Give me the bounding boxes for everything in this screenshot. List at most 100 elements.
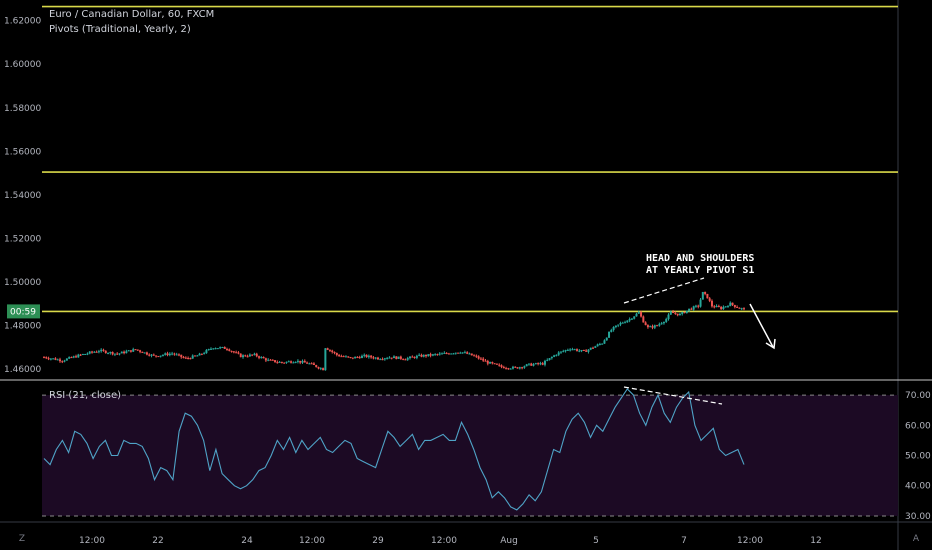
- candle-body: [628, 318, 631, 321]
- candle-body: [251, 354, 254, 356]
- candle-body: [720, 306, 723, 310]
- candle-body: [672, 311, 675, 314]
- candle-body: [569, 349, 572, 351]
- candle-body: [260, 357, 263, 359]
- candle-body: [708, 298, 711, 301]
- candle-body: [594, 346, 597, 348]
- price-tick-label: 1.54000: [4, 191, 41, 201]
- candle-body: [152, 354, 155, 356]
- rsi-band: [42, 395, 898, 516]
- candle-body: [340, 356, 343, 358]
- candle-body: [168, 353, 171, 356]
- candle-body: [473, 355, 476, 357]
- candle-body: [347, 356, 350, 358]
- candle-body: [571, 349, 574, 351]
- candle-body: [653, 325, 656, 328]
- candle-body: [596, 344, 599, 347]
- candle-body: [482, 358, 485, 361]
- candle-body: [445, 352, 448, 354]
- candle-body: [280, 361, 283, 363]
- candle-body: [59, 359, 62, 362]
- candle-body: [228, 349, 231, 351]
- candle-body: [274, 360, 277, 363]
- time-tick-label: 12:00: [299, 536, 325, 546]
- candle-body: [470, 353, 473, 356]
- candle-body: [312, 363, 315, 366]
- zoom-icon[interactable]: Z: [18, 534, 26, 544]
- candle-body: [125, 351, 128, 354]
- candle-body: [402, 358, 405, 360]
- candle-body: [662, 321, 665, 324]
- auto-scale-icon[interactable]: A: [912, 534, 920, 544]
- candle-body: [113, 353, 116, 355]
- candle-body: [537, 363, 540, 365]
- candle-body: [637, 312, 640, 314]
- candle-body: [184, 357, 187, 359]
- candle-body: [601, 343, 604, 345]
- candle-body: [278, 361, 281, 363]
- candle-body: [447, 353, 450, 355]
- candle-body: [93, 351, 96, 353]
- candle-body: [363, 354, 366, 356]
- rsi-tick-label: 50.00: [905, 452, 931, 462]
- candle-body: [177, 354, 180, 356]
- candle-body: [457, 352, 460, 354]
- candle-body: [226, 348, 229, 350]
- candle-body: [212, 348, 215, 350]
- candle-body: [145, 352, 148, 355]
- candle-body: [443, 352, 446, 354]
- time-tick-label: 12:00: [737, 536, 763, 546]
- candle-body: [383, 358, 386, 360]
- candle-body: [612, 327, 615, 330]
- candle-body: [450, 353, 453, 355]
- candle-body: [180, 354, 183, 358]
- candle-body: [459, 352, 462, 354]
- rsi-tick-label: 60.00: [905, 421, 931, 431]
- symbol-legend[interactable]: Euro / Canadian Dollar, 60, FXCM: [49, 9, 215, 20]
- candle-body: [413, 356, 416, 358]
- candle-body: [107, 352, 110, 354]
- candle-body: [427, 354, 430, 357]
- candle-body: [710, 300, 713, 307]
- candle-body: [81, 354, 84, 356]
- candle-body: [123, 351, 126, 354]
- candles-group: [43, 291, 745, 371]
- candle-body: [479, 358, 482, 360]
- candle-body: [143, 352, 146, 354]
- candle-body: [47, 358, 50, 360]
- candle-body: [436, 354, 439, 356]
- candle-body: [582, 350, 585, 352]
- candle-body: [328, 349, 331, 351]
- candle-body: [425, 354, 428, 357]
- candle-body: [635, 313, 638, 317]
- candle-body: [54, 358, 57, 360]
- candle-body: [63, 360, 66, 362]
- candle-body: [539, 363, 542, 365]
- last-price-label: 00:59: [10, 307, 36, 317]
- candle-body: [409, 356, 412, 359]
- candle-body: [365, 354, 368, 358]
- candle-body: [379, 359, 382, 361]
- pivots-legend[interactable]: Pivots (Traditional, Yearly, 2): [49, 24, 191, 35]
- candle-body: [509, 368, 512, 370]
- candle-body: [477, 356, 480, 359]
- candle-body: [388, 357, 391, 359]
- rsi-legend[interactable]: RSI (21, close): [49, 390, 122, 401]
- candle-body: [166, 353, 169, 356]
- candle-body: [640, 312, 643, 317]
- candle-body: [518, 367, 521, 369]
- candle-body: [548, 358, 551, 360]
- candle-body: [374, 357, 377, 359]
- candle-body: [317, 367, 320, 369]
- candle-body: [557, 352, 560, 355]
- candle-body: [610, 329, 613, 332]
- candle-body: [395, 356, 398, 359]
- candle-body: [621, 322, 624, 324]
- candle-body: [86, 353, 89, 355]
- time-tick-label: 5: [593, 536, 599, 546]
- candle-body: [193, 355, 196, 357]
- candle-body: [159, 355, 162, 357]
- candle-body: [258, 356, 261, 358]
- candle-body: [701, 291, 704, 300]
